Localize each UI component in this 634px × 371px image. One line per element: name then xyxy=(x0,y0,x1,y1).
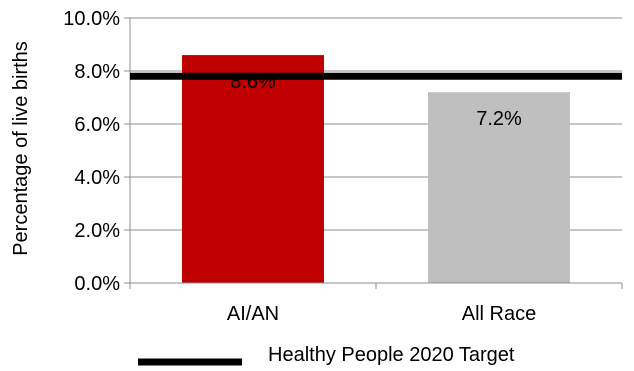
bars xyxy=(182,55,570,283)
data-label: 8.6% xyxy=(230,71,276,93)
y-tick-label: 8.0% xyxy=(74,61,120,83)
data-labels: 8.6% 7.2% xyxy=(230,71,522,130)
x-tick-label: AI/AN xyxy=(227,303,279,325)
data-label: 7.2% xyxy=(476,108,522,130)
y-tick-labels: 0.0% 2.0% 4.0% 6.0% 8.0% 10.0% xyxy=(63,8,120,295)
y-tick-label: 0.0% xyxy=(74,273,120,295)
bar-ai-an xyxy=(182,55,324,283)
y-tick-label: 4.0% xyxy=(74,167,120,189)
y-tick-label: 10.0% xyxy=(63,8,120,30)
legend-label: Healthy People 2020 Target xyxy=(268,344,515,366)
y-tick-label: 2.0% xyxy=(74,220,120,242)
legend: Healthy People 2020 Target xyxy=(138,344,515,366)
x-tick-labels: AI/AN All Race xyxy=(227,303,536,325)
axes xyxy=(124,17,623,289)
y-tick-label: 6.0% xyxy=(74,114,120,136)
bar-all-race xyxy=(428,92,570,283)
y-axis-title: Percentage of live births xyxy=(10,41,32,256)
x-tick-label: All Race xyxy=(462,303,536,325)
